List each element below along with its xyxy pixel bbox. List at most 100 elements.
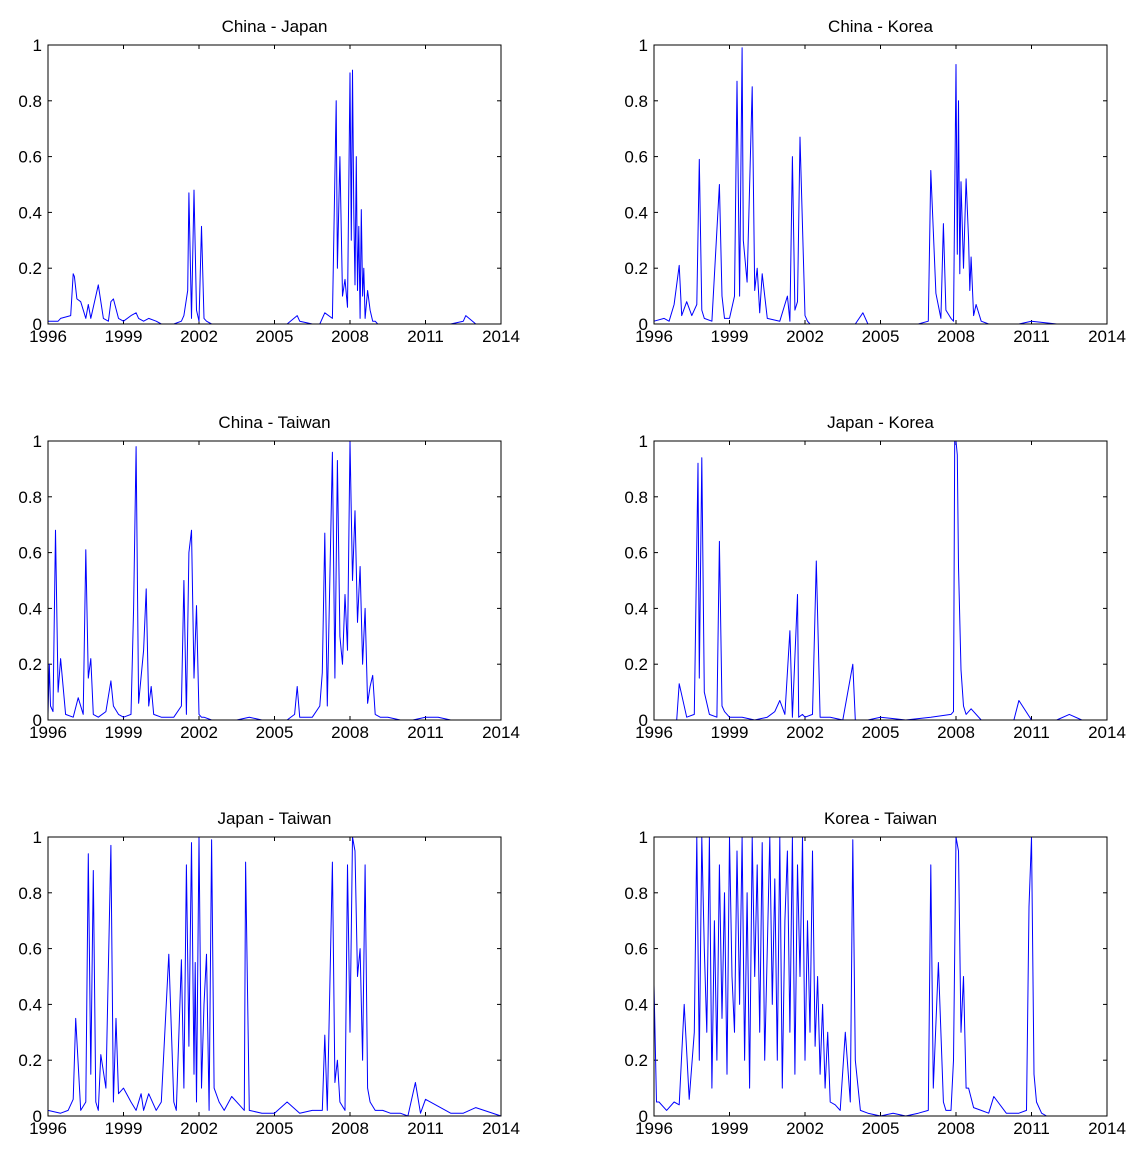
x-tick-label: 2008 <box>937 327 975 346</box>
x-tick-label: 1996 <box>29 327 67 346</box>
chart-title: China - Japan <box>222 17 328 36</box>
y-tick-label: 0.8 <box>18 488 42 507</box>
plot-area <box>653 836 1108 1117</box>
plot-frame <box>653 440 1108 721</box>
x-tick-label: 2014 <box>1088 1119 1126 1138</box>
x-tick-label: 2002 <box>786 723 824 742</box>
x-tick-label: 1996 <box>29 1119 67 1138</box>
x-tick-label: 2008 <box>331 1119 369 1138</box>
x-tick-label: 1996 <box>29 723 67 742</box>
plot-frame <box>47 440 502 721</box>
x-tick-label: 2002 <box>180 1119 218 1138</box>
y-tick-label: 0 <box>639 315 648 334</box>
x-tick-label: 2008 <box>331 327 369 346</box>
plot-frame <box>653 44 1108 325</box>
plot-frame <box>47 836 502 1117</box>
y-tick-label: 0.4 <box>624 995 648 1014</box>
x-tick-label: 2008 <box>937 1119 975 1138</box>
series-line <box>47 836 502 1117</box>
y-tick-label: 1 <box>33 36 42 55</box>
x-tick-label: 2011 <box>407 723 444 742</box>
y-tick-label: 0.8 <box>18 92 42 111</box>
chart-panel-2: China - Korea 1996 1999 2002 2005 2008 2011 201… <box>624 17 1126 346</box>
y-tick-label: 1 <box>33 432 42 451</box>
y-tick-label: 0 <box>639 711 648 730</box>
x-tick-label: 2002 <box>786 1119 824 1138</box>
y-tick-label: 0.8 <box>624 92 648 111</box>
y-tick-label: 0.6 <box>18 940 42 959</box>
x-tick-label: 2014 <box>1088 723 1126 742</box>
chart-panel-5: Japan - Taiwan 1996 1999 2002 2005 2008 2011 20… <box>18 809 520 1138</box>
x-tick-label: 2014 <box>482 723 520 742</box>
y-tick-label: 0 <box>33 1107 42 1126</box>
chart-title: Japan - Korea <box>827 413 934 432</box>
plot-frame <box>653 836 1108 1117</box>
plot-area <box>47 44 502 325</box>
y-tick-label: 1 <box>639 432 648 451</box>
x-tick-label: 2002 <box>786 327 824 346</box>
y-tick-label: 0.8 <box>624 884 648 903</box>
x-tick-label: 2005 <box>862 327 900 346</box>
y-tick-label: 1 <box>33 828 42 847</box>
x-tick-label: 2005 <box>256 327 294 346</box>
x-tick-label: 2014 <box>1088 327 1126 346</box>
plot-area <box>653 440 1108 721</box>
plot-area <box>47 836 502 1117</box>
x-tick-label: 2011 <box>407 327 444 346</box>
y-tick-label: 0.6 <box>18 148 42 167</box>
x-tick-label: 1999 <box>105 1119 143 1138</box>
chart-panel-6: Korea - Taiwan 1996 1999 2002 2005 2008 2011 20… <box>624 809 1126 1138</box>
y-tick-label: 1 <box>639 828 648 847</box>
x-tick-label: 2008 <box>331 723 369 742</box>
x-tick-label: 1999 <box>711 1119 749 1138</box>
x-tick-label: 2011 <box>1013 327 1050 346</box>
y-tick-label: 0.6 <box>624 148 648 167</box>
chart-title: Japan - Taiwan <box>217 809 331 828</box>
chart-panel-3: China - Taiwan 1996 1999 2002 2005 2008 2011 20… <box>18 413 520 742</box>
x-tick-label: 2005 <box>862 1119 900 1138</box>
y-tick-label: 0.4 <box>624 203 648 222</box>
x-tick-label: 2014 <box>482 327 520 346</box>
x-tick-label: 2005 <box>862 723 900 742</box>
y-tick-label: 0.2 <box>624 259 648 278</box>
y-tick-label: 0.8 <box>624 488 648 507</box>
x-tick-label: 2002 <box>180 327 218 346</box>
y-tick-label: 1 <box>639 36 648 55</box>
plot-frame <box>47 44 502 325</box>
x-tick-label: 1999 <box>105 723 143 742</box>
y-tick-label: 0 <box>639 1107 648 1126</box>
y-tick-label: 0.4 <box>18 599 42 618</box>
x-tick-label: 1996 <box>635 723 673 742</box>
x-tick-label: 2005 <box>256 1119 294 1138</box>
x-tick-label: 1996 <box>635 1119 673 1138</box>
chart-panel-4: Japan - Korea 1996 1999 2002 2005 2008 2011 201… <box>624 413 1126 742</box>
x-tick-label: 2011 <box>1013 1119 1050 1138</box>
y-tick-label: 0.6 <box>18 544 42 563</box>
chart-panel-1: China - Japan 1996 1999 2002 2005 2008 2011 201… <box>18 17 520 346</box>
series-line <box>653 836 1107 1117</box>
y-tick-label: 0.4 <box>18 995 42 1014</box>
x-tick-label: 1999 <box>105 327 143 346</box>
y-tick-label: 0.6 <box>624 940 648 959</box>
series-line <box>47 440 501 721</box>
plot-area <box>47 440 502 721</box>
y-tick-label: 0.4 <box>18 203 42 222</box>
y-tick-label: 0.8 <box>18 884 42 903</box>
y-tick-label: 0.2 <box>18 259 42 278</box>
y-tick-label: 0.2 <box>624 655 648 674</box>
chart-title: China - Taiwan <box>218 413 330 432</box>
y-tick-label: 0.2 <box>624 1051 648 1070</box>
plot-area <box>653 44 1108 325</box>
chart-title: China - Korea <box>828 17 933 36</box>
y-tick-label: 0.6 <box>624 544 648 563</box>
chart-title: Korea - Taiwan <box>824 809 937 828</box>
series-line <box>654 440 1107 721</box>
y-tick-label: 0.4 <box>624 599 648 618</box>
x-tick-label: 2011 <box>407 1119 444 1138</box>
x-tick-label: 2011 <box>1013 723 1050 742</box>
x-tick-label: 2008 <box>937 723 975 742</box>
x-tick-label: 2002 <box>180 723 218 742</box>
x-tick-label: 2005 <box>256 723 294 742</box>
x-tick-label: 1999 <box>711 327 749 346</box>
